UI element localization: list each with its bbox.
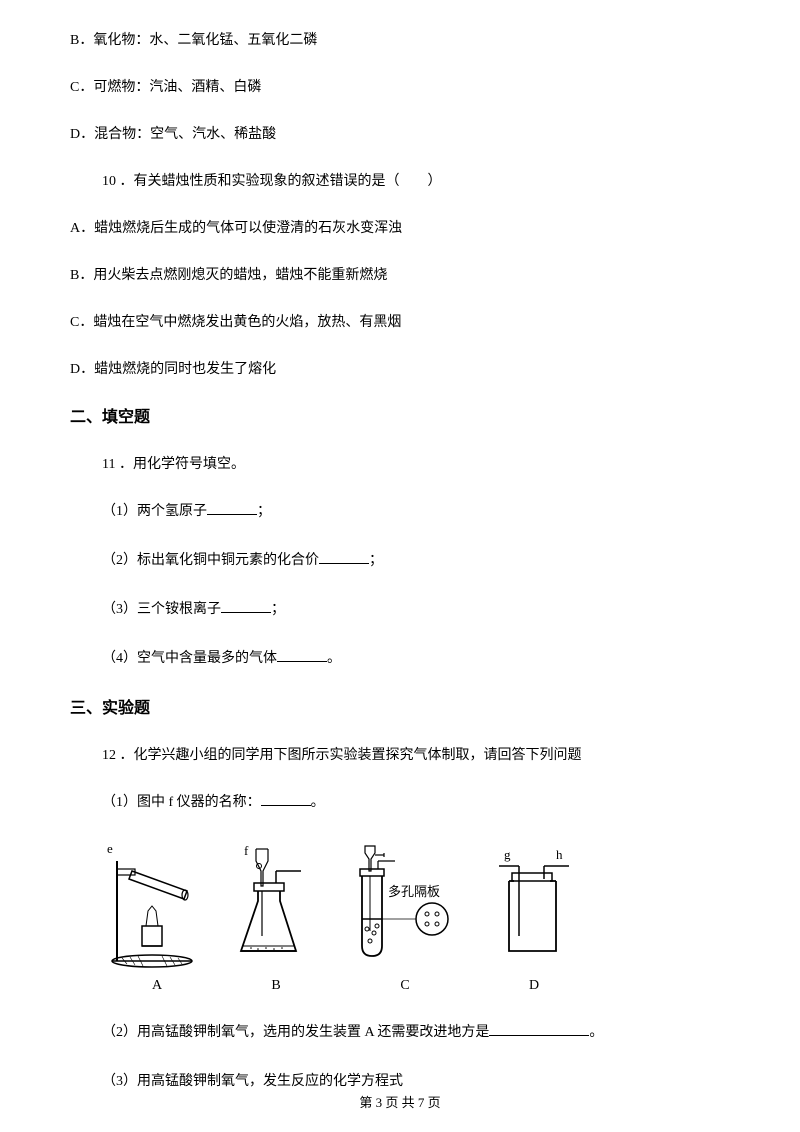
q12-sub1-text: （1）图中 f 仪器的名称： — [102, 795, 261, 810]
apparatus-d: g h D — [484, 841, 584, 996]
q11-sub2-tail: ； — [369, 553, 383, 568]
blank-icon — [207, 501, 257, 515]
q9-option-b: B．氧化物：水、二氧化锰、五氧化二磷 — [70, 30, 730, 51]
q12-sub2: （2）用高锰酸钾制氧气，选用的发生装置 A 还需要改进地方是 。 — [102, 1022, 730, 1043]
label-g: g — [504, 847, 511, 862]
q10-option-a: A．蜡烛燃烧后生成的气体可以使澄清的石灰水变浑浊 — [70, 218, 730, 239]
q11-sub1: （1）两个氢原子 ； — [102, 501, 730, 522]
q11-sub3-text: （3）三个铵根离子 — [102, 602, 221, 617]
blank-icon — [261, 792, 311, 806]
label-e: e — [107, 841, 113, 856]
apparatus-c: 多孔隔板 C — [340, 841, 470, 996]
q10-stem: 10 ．有关蜡烛性质和实验现象的叙述错误的是（ ） — [102, 171, 730, 192]
q12-sub3: （3）用高锰酸钾制氧气，发生反应的化学方程式 — [102, 1071, 730, 1092]
q11-sub2: （2）标出氧化铜中铜元素的化合价 ； — [102, 550, 730, 571]
apparatus-b: f B — [226, 841, 326, 996]
section-3-heading: 三、实验题 — [70, 697, 730, 721]
apparatus-b-label: B — [271, 975, 280, 996]
blank-icon — [277, 648, 327, 662]
q9-option-d: D．混合物：空气、汽水、稀盐酸 — [70, 124, 730, 145]
q11-sub1-text: （1）两个氢原子 — [102, 504, 207, 519]
q12-sub1: （1）图中 f 仪器的名称： 。 — [102, 792, 730, 813]
q11-sub3: （3）三个铵根离子 ； — [102, 599, 730, 620]
q11-sub3-tail: ； — [271, 602, 285, 617]
apparatus-diagram: e A f — [102, 841, 730, 996]
label-h: h — [556, 847, 563, 862]
apparatus-a: e A — [102, 841, 212, 996]
q12-sub1-tail: 。 — [311, 795, 325, 810]
q10-option-c: C．蜡烛在空气中燃烧发出黄色的火焰，放热、有黑烟 — [70, 312, 730, 333]
q12-stem: 12 ．化学兴趣小组的同学用下图所示实验装置探究气体制取，请回答下列问题 — [102, 745, 730, 766]
q9-option-c: C．可燃物：汽油、酒精、白磷 — [70, 77, 730, 98]
q12-sub2-tail: 。 — [589, 1025, 603, 1040]
apparatus-a-label: A — [152, 975, 162, 996]
page-footer: 第 3 页 共 7 页 — [0, 1093, 800, 1113]
q11-sub4: （4）空气中含量最多的气体 。 — [102, 648, 730, 669]
q10-option-b: B．用火柴去点燃刚熄灭的蜡烛，蜡烛不能重新燃烧 — [70, 265, 730, 286]
blank-icon — [489, 1022, 589, 1036]
q11-stem: 11 ．用化学符号填空。 — [102, 454, 730, 475]
label-f: f — [244, 843, 249, 858]
apparatus-d-label: D — [529, 975, 539, 996]
blank-icon — [221, 599, 271, 613]
q11-sub2-text: （2）标出氧化铜中铜元素的化合价 — [102, 553, 319, 568]
q10-option-d: D．蜡烛燃烧的同时也发生了熔化 — [70, 359, 730, 380]
porous-plate-label: 多孔隔板 — [388, 884, 440, 899]
q11-sub1-tail: ； — [257, 504, 271, 519]
blank-icon — [319, 550, 369, 564]
apparatus-c-label: C — [400, 975, 409, 996]
q11-sub4-tail: 。 — [327, 651, 341, 666]
q11-sub4-text: （4）空气中含量最多的气体 — [102, 651, 277, 666]
section-2-heading: 二、填空题 — [70, 406, 730, 430]
q12-sub2-text: （2）用高锰酸钾制氧气，选用的发生装置 A 还需要改进地方是 — [102, 1025, 489, 1040]
